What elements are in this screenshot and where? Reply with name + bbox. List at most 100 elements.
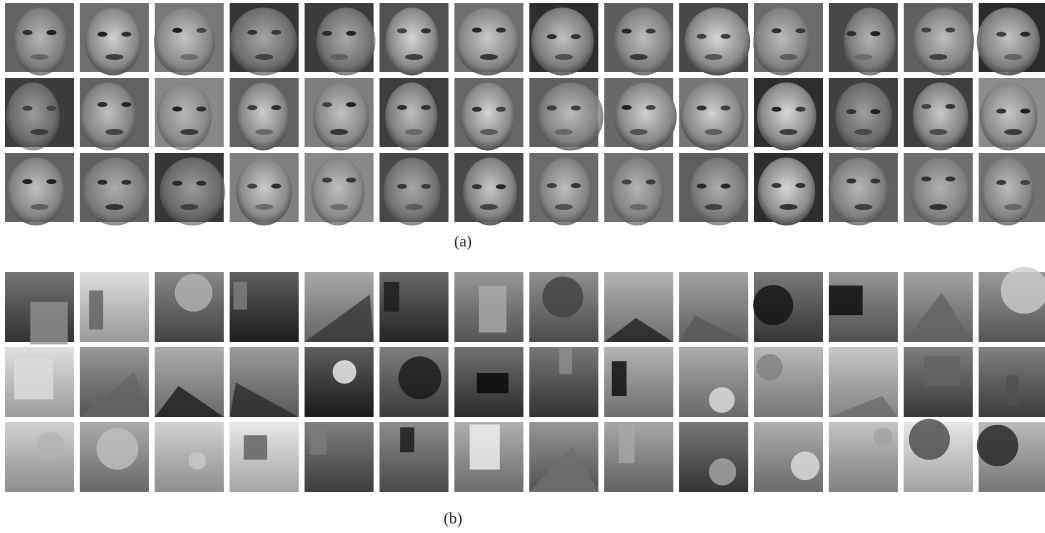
face [976, 7, 1041, 76]
mouth [779, 54, 798, 60]
mouth [629, 204, 648, 210]
eye [421, 28, 431, 34]
scene-blob [542, 276, 584, 318]
eye [921, 103, 932, 109]
scene-blob [908, 418, 950, 460]
eye [196, 106, 207, 112]
eye [870, 178, 881, 184]
scene-blob [708, 458, 737, 486]
scene-blob [332, 360, 357, 384]
mouth [629, 129, 648, 135]
eye [172, 27, 183, 33]
scene-blob [398, 356, 442, 400]
face [385, 7, 439, 76]
mouth [779, 204, 798, 210]
scene-block [400, 427, 415, 453]
eye [271, 105, 282, 111]
scene-block [611, 361, 627, 397]
mouth [330, 129, 349, 135]
panel-label: (a) [454, 234, 472, 251]
scene-block [478, 285, 507, 333]
eye [846, 31, 857, 37]
scene-tone [154, 422, 224, 492]
face [757, 157, 816, 226]
eye [546, 183, 557, 189]
eye [471, 106, 482, 112]
scene-blob [873, 427, 893, 447]
eye [97, 31, 108, 37]
mouth [479, 54, 498, 60]
mouth [554, 129, 573, 135]
eye [720, 105, 731, 111]
face [613, 7, 674, 76]
mouth [255, 204, 274, 210]
eye [97, 179, 108, 185]
mouth [1004, 54, 1023, 60]
scene-blob [756, 353, 783, 381]
eye [621, 28, 632, 34]
mouth [30, 129, 49, 135]
eye [570, 105, 581, 111]
scene-blob [174, 273, 213, 312]
scene-blob [188, 452, 206, 470]
eye [346, 177, 357, 183]
face [912, 7, 975, 76]
face [910, 157, 971, 226]
eye [22, 30, 33, 36]
mouth [1004, 129, 1023, 135]
mouth [255, 54, 274, 60]
eye [921, 27, 932, 33]
face [537, 82, 604, 151]
eye [121, 102, 132, 108]
scene-block [14, 358, 54, 400]
eye [271, 29, 282, 35]
eye [172, 106, 183, 112]
eye [247, 183, 258, 189]
face [154, 7, 215, 76]
scene-blob [753, 285, 794, 326]
eye [495, 184, 506, 190]
face [835, 82, 893, 151]
eye [546, 105, 557, 111]
face [6, 82, 60, 151]
face [236, 157, 292, 226]
mouth [405, 54, 423, 60]
mouth [330, 54, 349, 60]
mouth [479, 129, 498, 135]
eye [870, 31, 881, 37]
scene-block [243, 435, 268, 460]
mouth [854, 54, 873, 60]
scene-shape [828, 396, 898, 417]
scene-block [30, 301, 68, 345]
eye [346, 30, 357, 36]
face [6, 157, 66, 226]
mouth [180, 129, 199, 135]
eye [196, 27, 207, 33]
scene-shape [529, 446, 599, 492]
scene-block [828, 285, 863, 316]
eye [645, 105, 656, 111]
scene-blob [1000, 266, 1045, 314]
eye [421, 105, 431, 111]
face [383, 157, 441, 226]
eye [46, 105, 57, 111]
mouth [854, 204, 873, 210]
eye [22, 179, 33, 185]
mouth [105, 204, 124, 210]
scene-blob [976, 424, 1019, 467]
mouth [704, 204, 723, 210]
eye [471, 184, 482, 190]
eye [945, 103, 956, 109]
face [460, 82, 515, 151]
face [159, 157, 226, 226]
face [84, 7, 142, 76]
eye [996, 179, 1007, 185]
eye [795, 183, 806, 189]
mouth [255, 129, 274, 135]
mouth [30, 204, 49, 210]
eye [1020, 108, 1031, 114]
scene-grid [5, 266, 1045, 492]
mouth [779, 129, 798, 135]
eye [945, 176, 956, 182]
face [156, 82, 212, 151]
